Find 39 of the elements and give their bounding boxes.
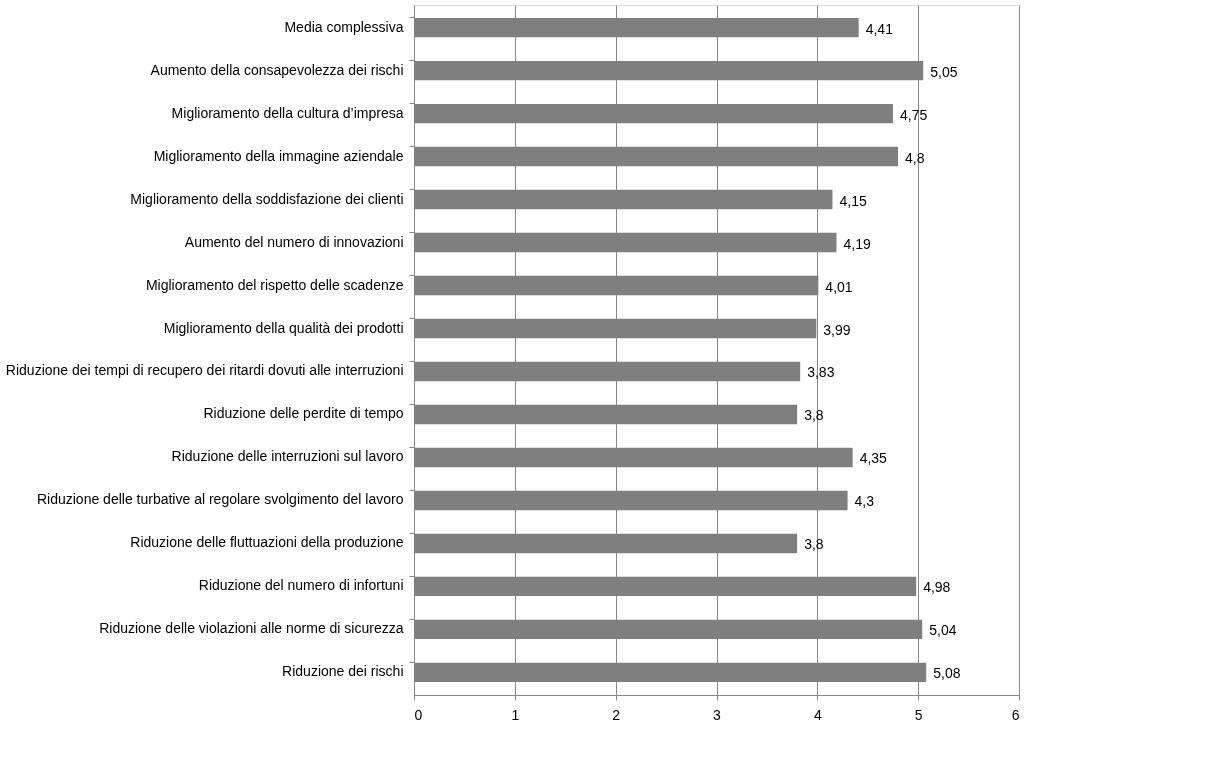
y-tick-label: Riduzione delle violazioni alle norme di sicurezza bbox=[99, 620, 404, 637]
y-tick-label: Riduzione dei rischi bbox=[282, 663, 404, 680]
data-label: 4,75 bbox=[899, 106, 928, 123]
y-tick-label: Miglioramento della soddisfazione dei clienti bbox=[130, 190, 404, 207]
data-label: 3,8 bbox=[804, 536, 824, 553]
y-tick-label: Aumento della consapevolezza dei rischi bbox=[150, 61, 404, 78]
x-tick-label: 2 bbox=[612, 706, 621, 723]
data-label: 3,99 bbox=[823, 321, 851, 338]
data-label: 4,15 bbox=[839, 192, 867, 209]
y-tick-label: Media complessiva bbox=[284, 18, 404, 35]
y-tick-label: Miglioramento della cultura d’impresa bbox=[171, 104, 404, 121]
y-tick-label: Riduzione del numero di infortuni bbox=[198, 577, 404, 594]
y-tick-label: Riduzione dei tempi di recupero dei ritardi dovuti alle interruzioni bbox=[5, 362, 404, 379]
data-label: 4,98 bbox=[923, 579, 951, 596]
x-tick-label: 1 bbox=[511, 706, 520, 723]
data-label: 5,04 bbox=[929, 622, 957, 639]
data-label: 4,35 bbox=[859, 450, 888, 467]
x-tick-label: 6 bbox=[1011, 706, 1020, 723]
data-label: 5,05 bbox=[930, 63, 958, 80]
y-tick-label: Miglioramento del rispetto delle scadenze bbox=[145, 276, 404, 293]
y-tick-label: Riduzione delle interruzioni sul lavoro bbox=[171, 448, 404, 465]
y-tick-label: Miglioramento della immagine aziendale bbox=[153, 147, 404, 164]
data-label: 4,8 bbox=[905, 149, 925, 166]
data-label: 4,3 bbox=[854, 493, 875, 510]
y-tick-label: Riduzione delle fluttuazioni della produzione bbox=[130, 534, 404, 551]
x-tick-label: 3 bbox=[713, 706, 722, 723]
data-label: 4,41 bbox=[865, 20, 894, 37]
data-label: 4,01 bbox=[825, 278, 853, 295]
y-tick-label: Riduzione delle turbative al regolare svolgimento del lavoro bbox=[36, 491, 404, 508]
y-tick-label: Miglioramento della qualità dei prodotti bbox=[163, 319, 404, 336]
y-tick-label: Riduzione delle perdite di tempo bbox=[203, 405, 404, 422]
x-tick-label: 0 bbox=[414, 706, 423, 723]
data-label: 5,08 bbox=[933, 665, 961, 682]
y-tick-label: Aumento del numero di innovazioni bbox=[184, 233, 404, 250]
x-tick-label: 4 bbox=[813, 706, 822, 723]
x-tick-label: 5 bbox=[914, 706, 923, 723]
data-label: 4,19 bbox=[843, 235, 871, 252]
data-label: 3,83 bbox=[807, 364, 835, 381]
data-label: 3,8 bbox=[804, 407, 824, 424]
